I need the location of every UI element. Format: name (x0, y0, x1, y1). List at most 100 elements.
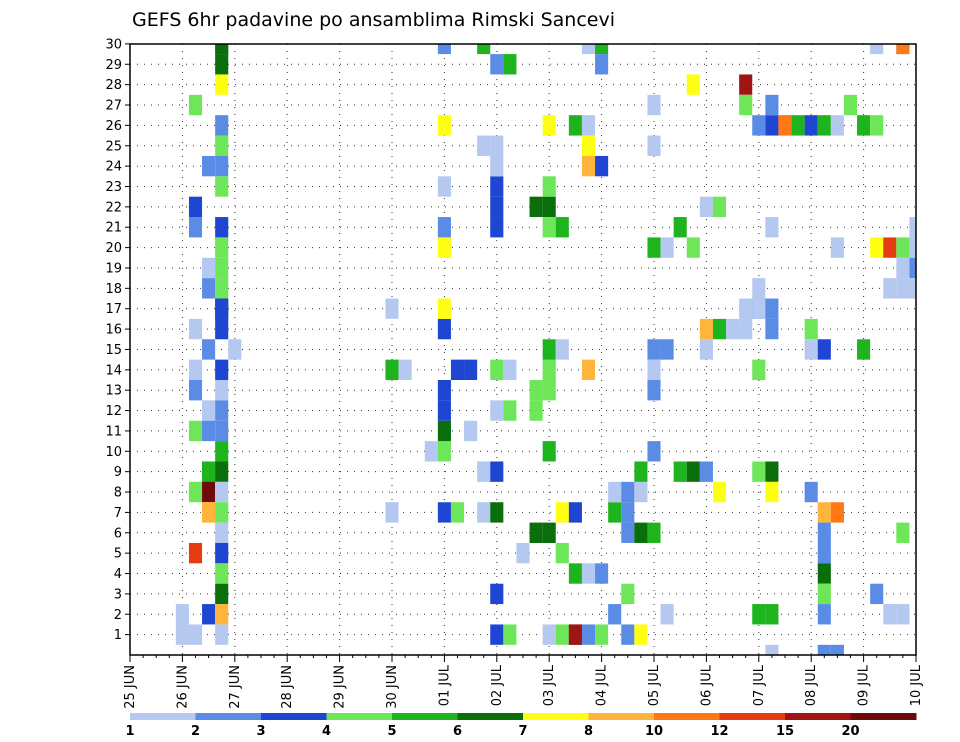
precip-cell (726, 318, 740, 340)
y-tick-label: 6 (114, 526, 122, 541)
y-tick-label: 7 (114, 506, 122, 521)
precip-cell (385, 359, 399, 381)
precip-cell (634, 522, 648, 543)
precip-cell (215, 481, 229, 503)
precip-cell (215, 604, 229, 625)
precip-cell (555, 217, 569, 238)
y-tick-label: 1 (114, 628, 122, 643)
y-tick-label: 22 (105, 200, 122, 215)
x-tick-label: 02 JUL (490, 664, 505, 706)
precip-cell (909, 278, 916, 299)
precip-cell (595, 563, 609, 584)
precip-cell (215, 522, 229, 543)
y-tick-label: 30 (105, 37, 122, 52)
precip-cell (752, 298, 766, 319)
precip-cell (202, 481, 216, 503)
precip-cell (490, 461, 504, 482)
precip-cell (817, 542, 831, 564)
precip-cell (529, 196, 543, 218)
precip-cell (581, 563, 596, 584)
precip-cell (634, 624, 648, 645)
precip-cell (490, 502, 504, 523)
precip-cell (647, 522, 661, 543)
precip-cell (883, 278, 897, 299)
precip-cell (739, 318, 753, 340)
precip-cell (215, 155, 229, 177)
precip-cell (215, 115, 229, 136)
precip-cell (188, 420, 203, 442)
precip-cell (568, 624, 582, 645)
precip-cell (896, 522, 910, 543)
precip-cell (699, 196, 713, 218)
precip-cell (634, 461, 648, 482)
colorbar-segment (195, 713, 262, 720)
precip-cell (595, 624, 609, 645)
precip-cell (765, 94, 779, 116)
precip-cell (830, 502, 844, 523)
x-tick-label: 29 JUN (333, 665, 348, 709)
precip-cell (398, 359, 412, 381)
precip-cell (752, 278, 766, 299)
colorbar-label: 6 (453, 724, 462, 739)
colorbar-label: 5 (387, 724, 396, 739)
precip-cell (215, 400, 229, 421)
precip-cell (215, 563, 229, 584)
y-tick-label: 15 (105, 343, 122, 358)
precip-cell (608, 604, 622, 625)
colorbar-legend: 1 2 3 4 5 6 7 8 10 12 15 20 (125, 713, 917, 739)
precip-cell (555, 339, 569, 360)
y-tick-label: 13 (105, 384, 122, 399)
precip-cell (188, 94, 203, 116)
precip-cell (188, 542, 203, 564)
precip-cell (647, 237, 661, 258)
precip-cell (188, 217, 203, 238)
precip-cell (739, 74, 753, 95)
precip-cell (477, 461, 491, 482)
precip-cell (542, 380, 556, 401)
precip-cell (424, 441, 438, 462)
precip-cell (883, 237, 897, 258)
precip-cell (503, 359, 517, 381)
precip-cell (215, 74, 229, 95)
y-tick-label: 12 (105, 404, 122, 419)
precip-cell (660, 604, 674, 625)
precip-cell (817, 115, 831, 136)
precip-cell (202, 400, 216, 421)
precip-cell (542, 176, 556, 197)
x-tick-label: 05 JUL (647, 664, 662, 706)
precip-cell (215, 502, 229, 523)
precip-cell (202, 604, 216, 625)
precip-cell (909, 237, 916, 258)
precip-cell (503, 54, 517, 75)
precip-cell (175, 604, 189, 625)
precip-cell (490, 359, 504, 381)
precip-cell (215, 54, 229, 75)
precip-cell (542, 359, 556, 381)
precip-cell (490, 217, 504, 238)
precip-cell (581, 115, 596, 136)
precip-cell (647, 359, 661, 381)
precip-cell (188, 624, 203, 645)
precip-cell (699, 461, 713, 482)
precip-cell (516, 542, 530, 564)
precip-cell (542, 624, 556, 645)
precip-cell (490, 135, 504, 156)
precip-cell (529, 522, 543, 543)
colorbar-segment (457, 713, 524, 720)
precip-cell (647, 441, 661, 462)
colorbar-label: 1 (125, 724, 134, 739)
precip-cell (870, 44, 884, 55)
precip-cell (450, 502, 465, 523)
precip-cell (909, 217, 916, 238)
precip-cell (555, 624, 569, 645)
precip-cell (896, 237, 910, 258)
colorbar-label: 20 (841, 724, 859, 739)
precip-cell (542, 339, 556, 360)
x-tick-label: 01 JUL (437, 664, 452, 706)
colorbar-segment (654, 713, 720, 720)
precip-cell (188, 196, 203, 218)
precip-cell (830, 115, 844, 136)
precip-cell (739, 94, 753, 116)
precip-cell (477, 502, 491, 523)
colorbar-segment (588, 713, 655, 720)
